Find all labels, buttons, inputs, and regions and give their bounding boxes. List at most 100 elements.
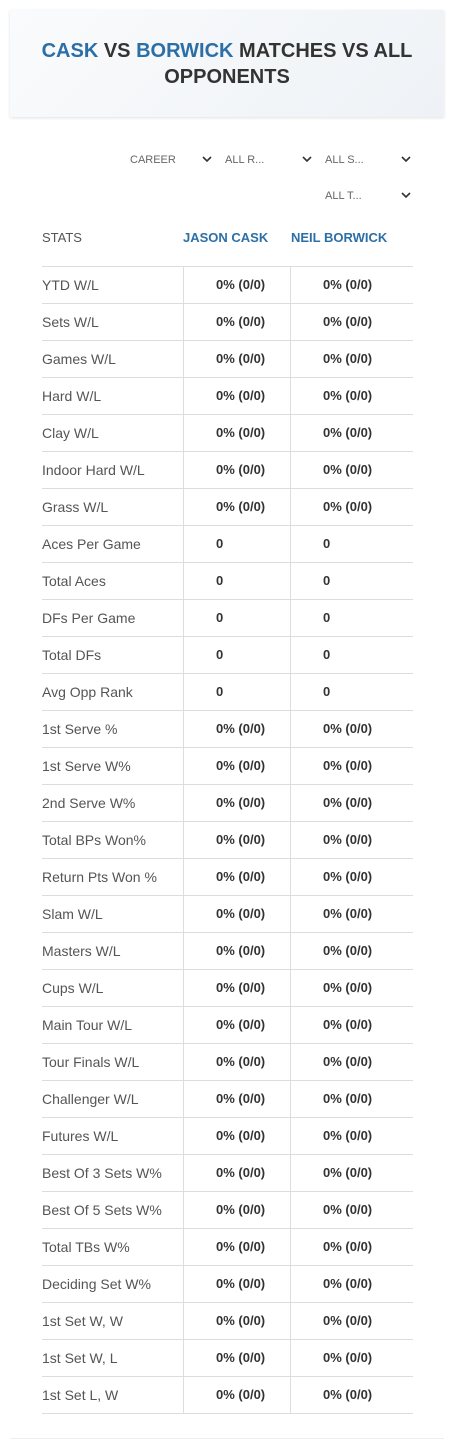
row-label: Return Pts Won % xyxy=(42,869,157,885)
row-label: DFs Per Game xyxy=(42,610,136,626)
cell-value: 0% (0/0) xyxy=(323,906,373,921)
cell-value: 0% (0/0) xyxy=(216,1091,266,1106)
cell-value: 0% (0/0) xyxy=(216,758,266,773)
row-line xyxy=(42,710,413,711)
row-line xyxy=(42,1265,413,1266)
row-label: 1st Serve % xyxy=(42,721,118,737)
cell-value: 0% (0/0) xyxy=(216,1128,266,1143)
cell-value: 0% (0/0) xyxy=(323,1239,373,1254)
row-label: 2nd Serve W% xyxy=(42,795,136,811)
row-line xyxy=(42,1154,413,1155)
cell-value: 0% (0/0) xyxy=(323,943,373,958)
cell-value: 0% (0/0) xyxy=(323,795,373,810)
row-line xyxy=(42,858,413,859)
dropdown[interactable]: CAREER xyxy=(130,150,212,170)
row-label: Aces Per Game xyxy=(42,536,141,552)
row-line xyxy=(42,1006,413,1007)
row-line xyxy=(42,303,413,304)
cell-value: 0% (0/0) xyxy=(216,388,266,403)
title-part: MATCHES VS ALL OPPONENTS xyxy=(164,39,413,88)
column-header: NEIL BORWICK xyxy=(291,230,388,245)
cell-value: 0% (0/0) xyxy=(216,1350,266,1365)
row-line xyxy=(42,1080,413,1081)
cell-value: 0% (0/0) xyxy=(216,906,266,921)
row-line xyxy=(42,1339,413,1340)
dropdown[interactable]: ALL S... xyxy=(325,150,411,170)
row-line xyxy=(42,1413,413,1414)
row-line xyxy=(42,821,413,822)
cell-value: 0% (0/0) xyxy=(216,499,266,514)
row-label: Best Of 3 Sets W% xyxy=(42,1165,162,1181)
row-label: Grass W/L xyxy=(42,499,109,515)
cell-value: 0% (0/0) xyxy=(216,314,266,329)
title-part: VS xyxy=(98,39,137,62)
dropdown[interactable]: ALL R... xyxy=(225,150,312,170)
cell-value: 0% (0/0) xyxy=(323,1387,373,1402)
row-line xyxy=(42,1191,413,1192)
cell-value: 0 xyxy=(323,684,331,699)
row-label: Deciding Set W% xyxy=(42,1276,151,1292)
cell-value: 0% (0/0) xyxy=(216,1202,266,1217)
cell-value: 0 xyxy=(323,647,331,662)
cell-value: 0% (0/0) xyxy=(323,1276,373,1291)
cell-value: 0% (0/0) xyxy=(323,980,373,995)
row-label: Cups W/L xyxy=(42,980,104,996)
row-label: 1st Set L, W xyxy=(42,1387,119,1403)
chevron xyxy=(401,156,411,163)
row-line xyxy=(42,1228,413,1229)
row-label: Slam W/L xyxy=(42,906,103,922)
cell-value: 0 xyxy=(323,610,331,625)
row-label: YTD W/L xyxy=(42,277,99,293)
row-line xyxy=(42,969,413,970)
row-line xyxy=(42,525,413,526)
cell-value: 0% (0/0) xyxy=(323,314,373,329)
row-label: Main Tour W/L xyxy=(42,1017,132,1033)
row-line xyxy=(42,1117,413,1118)
column-divider xyxy=(183,266,184,1413)
cell-value: 0% (0/0) xyxy=(323,1054,373,1069)
row-line xyxy=(42,636,413,637)
dropdown-label: CAREER xyxy=(130,154,176,166)
row-label: Indoor Hard W/L xyxy=(42,462,145,478)
cell-value: 0% (0/0) xyxy=(323,721,373,736)
row-line xyxy=(42,932,413,933)
row-line xyxy=(42,673,413,674)
cell-value: 0% (0/0) xyxy=(216,869,266,884)
dropdown[interactable]: ALL T... xyxy=(325,186,411,206)
column-header: STATS xyxy=(42,230,82,245)
row-line xyxy=(42,1376,413,1377)
row-line xyxy=(42,451,413,452)
cell-value: 0 xyxy=(216,573,224,588)
footer-line xyxy=(10,1438,444,1439)
cell-value: 0% (0/0) xyxy=(216,425,266,440)
cell-value: 0% (0/0) xyxy=(216,1017,266,1032)
row-label: 1st Serve W% xyxy=(42,758,131,774)
row-line xyxy=(42,747,413,748)
cell-value: 0% (0/0) xyxy=(216,1054,266,1069)
row-label: Total BPs Won% xyxy=(42,832,147,848)
cell-value: 0% (0/0) xyxy=(216,351,266,366)
row-label: Total TBs W% xyxy=(42,1239,130,1255)
cell-value: 0% (0/0) xyxy=(216,721,266,736)
row-line xyxy=(42,599,413,600)
cell-value: 0% (0/0) xyxy=(323,425,373,440)
row-line xyxy=(42,488,413,489)
title: CASK VS BORWICK MATCHES VS ALL OPPONENTS xyxy=(37,38,417,90)
cell-value: 0% (0/0) xyxy=(323,462,373,477)
cell-value: 0 xyxy=(216,647,224,662)
column-divider xyxy=(290,266,291,1413)
row-line xyxy=(42,562,413,563)
cell-value: 0% (0/0) xyxy=(216,1387,266,1402)
row-label: Tour Finals W/L xyxy=(42,1054,140,1070)
cell-value: 0 xyxy=(216,536,224,551)
cell-value: 0% (0/0) xyxy=(323,388,373,403)
row-label: Total Aces xyxy=(42,573,106,589)
cell-value: 0% (0/0) xyxy=(323,869,373,884)
row-label: Clay W/L xyxy=(42,425,99,441)
cell-value: 0 xyxy=(216,684,224,699)
row-label: Sets W/L xyxy=(42,314,99,330)
row-label: Hard W/L xyxy=(42,388,102,404)
cell-value: 0% (0/0) xyxy=(216,943,266,958)
cell-value: 0% (0/0) xyxy=(216,1276,266,1291)
